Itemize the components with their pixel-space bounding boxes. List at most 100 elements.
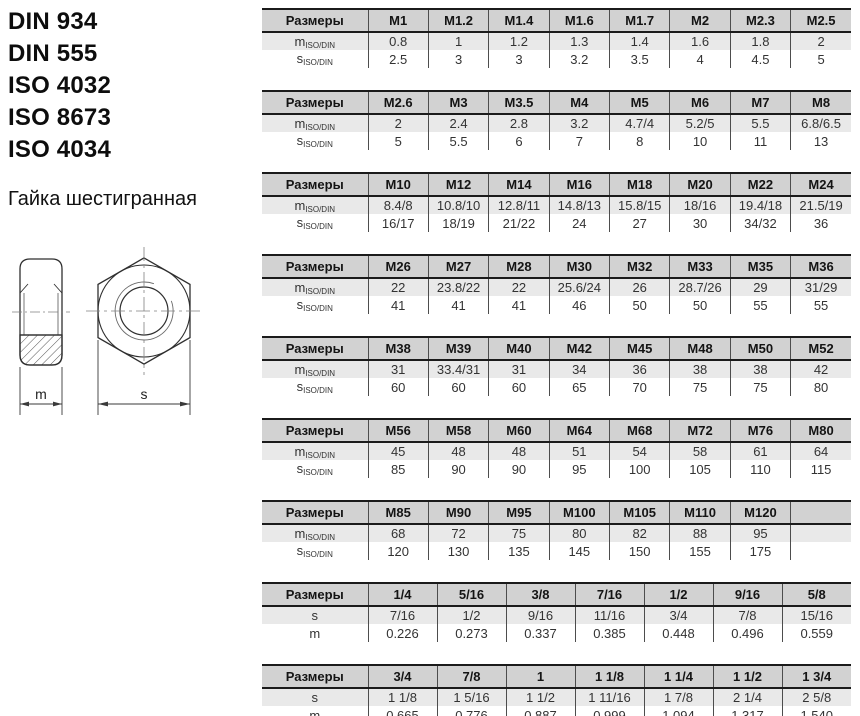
value-cell: 22 <box>488 278 550 296</box>
size-header-cell: Размеры <box>262 8 368 33</box>
value-cell: 38 <box>669 360 731 378</box>
value-cell: 58 <box>669 442 731 460</box>
size-column-header: M68 <box>608 418 670 443</box>
dim-m-arrow-right <box>53 401 62 407</box>
value-cell: 33.4/31 <box>427 360 489 378</box>
size-column-header: 1 1/8 <box>574 664 644 689</box>
value-cell: 48 <box>488 442 550 460</box>
value-cell: 1 11/16 <box>574 688 644 706</box>
size-column-header: M30 <box>548 254 610 279</box>
value-cell: 13 <box>790 132 851 150</box>
thread-arc <box>114 281 174 341</box>
value-cell <box>790 542 851 560</box>
value-cell: 0.8 <box>367 32 429 50</box>
size-header-cell: Размеры <box>262 582 368 607</box>
size-column-header: M52 <box>790 336 851 361</box>
size-column-header: M2.6 <box>367 90 429 115</box>
table-row: mISO/DIN 31 33.4/31 31 34 36 38 38 42 <box>262 360 851 378</box>
value-cell: 0.496 <box>712 624 782 642</box>
value-cell: 1.2 <box>488 32 550 50</box>
value-cell: 105 <box>669 460 731 478</box>
value-cell: 1/2 <box>436 606 506 624</box>
value-cell: 175 <box>729 542 791 560</box>
row-label-text: m <box>294 525 306 541</box>
size-column-header: M45 <box>608 336 670 361</box>
value-cell: 115 <box>790 460 851 478</box>
value-cell: 1 1/2 <box>505 688 575 706</box>
table-row: s 7/16 1/2 9/16 11/16 3/4 7/8 15/16 <box>262 606 851 624</box>
value-cell: 21/22 <box>488 214 550 232</box>
spec-table: Размеры M1 M1.2 M1.4 M1.6 M1.7 M2 M2.3 M2.5 mISO/… <box>262 8 851 68</box>
row-label-text: m <box>309 707 321 716</box>
table-row: m 0.226 0.273 0.337 0.385 0.448 0.496 0.559 <box>262 624 851 642</box>
size-column-header: M18 <box>608 172 670 197</box>
value-cell: 4.5 <box>729 50 791 68</box>
row-label-subscript: ISO/DIN <box>303 550 333 559</box>
value-cell: 0.385 <box>574 624 644 642</box>
value-cell: 34 <box>548 360 610 378</box>
row-label-text: s <box>296 461 304 476</box>
size-column-header: M10 <box>367 172 429 197</box>
value-cell: 26 <box>608 278 670 296</box>
size-column-header: M27 <box>427 254 489 279</box>
row-label-subscript: ISO/DIN <box>303 468 333 477</box>
value-cell: 34/32 <box>729 214 791 232</box>
table-row: mISO/DIN 0.8 1 1.2 1.3 1.4 1.6 1.8 2 <box>262 32 851 50</box>
value-cell: 50 <box>608 296 670 314</box>
side-view-chamfer-left <box>19 283 29 294</box>
row-label-subscript: ISO/DIN <box>305 204 336 214</box>
size-column-header: M42 <box>548 336 610 361</box>
table-row: mISO/DIN 68 72 75 80 82 88 95 <box>262 524 851 542</box>
value-cell: 2 <box>790 32 851 50</box>
size-column-header: M50 <box>729 336 791 361</box>
size-header-cell: Размеры <box>262 254 368 279</box>
row-label-cell: s <box>262 688 368 706</box>
row-label-cell: mISO/DIN <box>262 196 368 214</box>
value-cell: 3.2 <box>548 50 610 68</box>
value-cell: 46 <box>548 296 610 314</box>
row-label-cell: sISO/DIN <box>262 132 368 150</box>
size-column-header: M3 <box>427 90 489 115</box>
row-label-cell: sISO/DIN <box>262 50 368 68</box>
value-cell: 70 <box>608 378 670 396</box>
size-column-header: M33 <box>669 254 731 279</box>
value-cell: 0.887 <box>505 706 575 716</box>
size-column-header: M80 <box>790 418 851 443</box>
value-cell: 0.559 <box>781 624 851 642</box>
table-row: mISO/DIN 22 23.8/22 22 25.6/24 26 28.7/26 29 31/… <box>262 278 851 296</box>
size-column-header: 1 3/4 <box>781 664 851 689</box>
value-cell: 36 <box>608 360 670 378</box>
value-cell: 23.8/22 <box>427 278 489 296</box>
value-cell: 50 <box>669 296 731 314</box>
row-label-text: m <box>294 361 306 377</box>
row-label-cell: sISO/DIN <box>262 460 368 478</box>
size-column-header: M28 <box>488 254 550 279</box>
value-cell: 120 <box>367 542 429 560</box>
value-cell: 64 <box>790 442 851 460</box>
side-view <box>12 258 70 366</box>
standard-title: DIN 555 <box>8 40 98 67</box>
value-cell: 4 <box>669 50 731 68</box>
value-cell: 1.6 <box>669 32 731 50</box>
size-header-cell: Размеры <box>262 500 368 525</box>
row-label-text: m <box>294 279 306 295</box>
value-cell: 3 <box>427 50 489 68</box>
row-label-text: m <box>294 33 306 49</box>
row-label-subscript: ISO/DIN <box>305 286 336 296</box>
size-column-header: M1.2 <box>427 8 489 33</box>
size-column-header: 7/8 <box>436 664 506 689</box>
value-cell: 8 <box>608 132 670 150</box>
value-cell: 2 1/4 <box>712 688 782 706</box>
value-cell: 5 <box>790 50 851 68</box>
size-column-header: 1 1/4 <box>643 664 713 689</box>
size-column-header: M2.3 <box>729 8 791 33</box>
table-row: sISO/DIN 120 130 135 145 150 155 175 <box>262 542 851 560</box>
value-cell: 5 <box>367 132 429 150</box>
value-cell: 80 <box>790 378 851 396</box>
size-column-header: M6 <box>669 90 731 115</box>
size-column-header: M120 <box>729 500 791 525</box>
standards-list: DIN 934 DIN 555 ISO 4032 ISO 8673 ISO 40… <box>8 6 260 166</box>
row-label-text: s <box>296 379 304 394</box>
table-row: m 0.665 0.776 0.887 0.999 1.094 1.317 1.540 <box>262 706 851 716</box>
